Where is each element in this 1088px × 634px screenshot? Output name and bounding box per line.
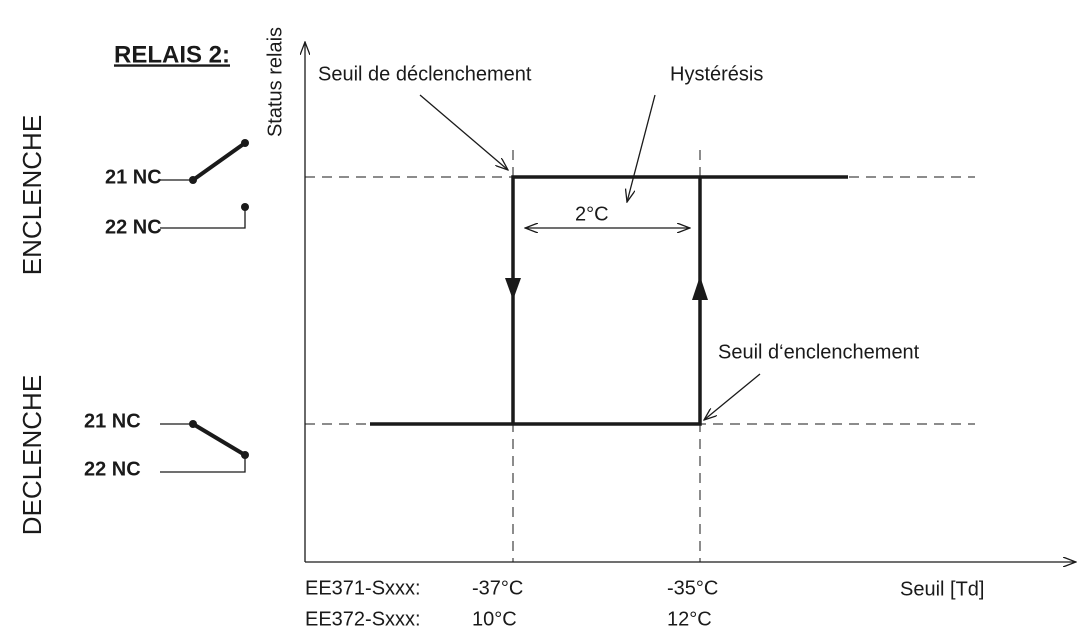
x-axis-label: Seuil [Td]	[900, 578, 984, 600]
state-label: ENCLENCHE	[17, 115, 47, 275]
threshold: -37°C	[472, 577, 523, 599]
threshold: 10°C	[472, 608, 517, 630]
threshold: -35°C	[667, 577, 718, 599]
y-axis-label: Status relais	[264, 27, 286, 137]
switch-open	[160, 420, 249, 473]
state-label: DECLENCHE	[17, 375, 47, 535]
row-label: EE371-Sxxx:	[305, 577, 421, 599]
annotation: Hystérésis	[670, 63, 763, 85]
contact-label: 22 NC	[84, 458, 141, 480]
axes	[305, 42, 1076, 562]
switch-closed	[160, 139, 249, 229]
title: RELAIS 2:	[114, 41, 230, 68]
row-label: EE372-Sxxx:	[305, 608, 421, 630]
threshold: 12°C	[667, 608, 712, 630]
contact-label: 21 NC	[105, 166, 162, 188]
contact-label: 22 NC	[105, 216, 162, 238]
annotation: 2°C	[575, 203, 609, 225]
hysteresis-loop	[370, 175, 848, 426]
annotation: Seuil de déclenchement	[318, 63, 532, 85]
annotation: Seuil d‘enclenchement	[718, 341, 920, 363]
contact-label: 21 NC	[84, 410, 141, 432]
